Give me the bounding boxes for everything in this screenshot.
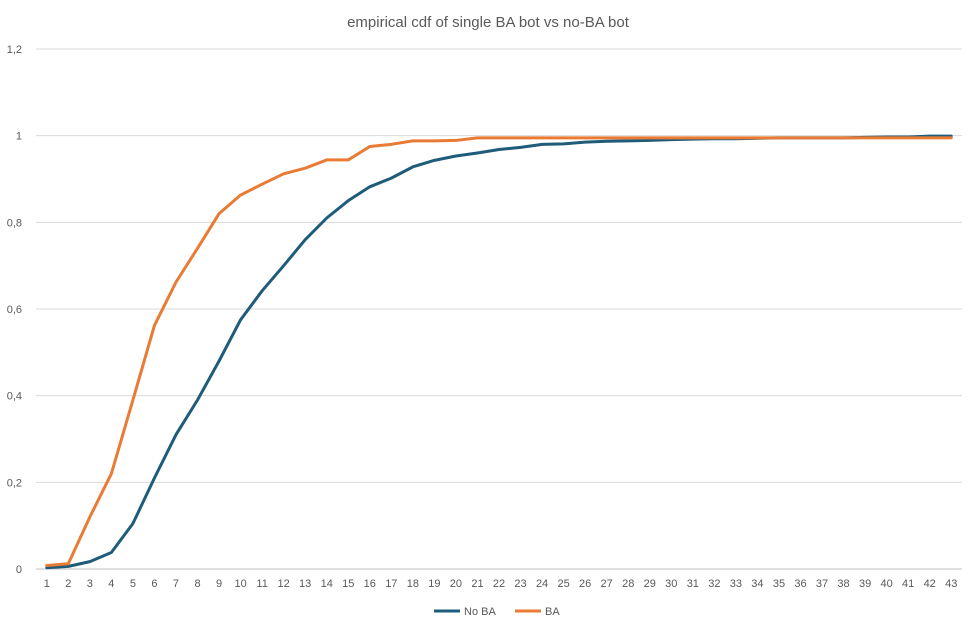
x-tick-label: 18: [407, 578, 419, 590]
chart-title: empirical cdf of single BA bot vs no-BA …: [347, 14, 630, 31]
x-tick-label: 9: [216, 578, 222, 590]
x-tick-label: 5: [130, 578, 136, 590]
gridlines: [36, 48, 962, 570]
x-tick-label: 24: [536, 578, 548, 590]
x-tick-label: 39: [859, 578, 871, 590]
x-tick-label: 41: [902, 578, 914, 590]
x-tick-label: 25: [557, 578, 569, 590]
y-tick-label: 0,8: [7, 217, 22, 229]
y-axis-ticks: 0 0,2 0,4 0,6 0,8 1 1,2: [7, 44, 22, 576]
x-tick-label: 16: [364, 578, 376, 590]
x-tick-label: 36: [794, 578, 806, 590]
y-tick-label: 0,6: [7, 304, 22, 316]
x-tick-label: 42: [924, 578, 936, 590]
x-tick-label: 37: [816, 578, 828, 590]
x-tick-label: 28: [622, 578, 634, 590]
x-tick-label: 15: [342, 578, 354, 590]
x-tick-label: 29: [644, 578, 656, 590]
x-tick-label: 26: [579, 578, 591, 590]
series-line-ba: [45, 136, 953, 568]
x-tick-label: 22: [493, 578, 505, 590]
legend-label: No BA: [464, 606, 496, 618]
x-tick-label: 3: [87, 578, 93, 590]
y-tick-label: 0,2: [7, 477, 22, 489]
x-tick-label: 8: [194, 578, 200, 590]
x-tick-label: 20: [450, 578, 462, 590]
series-line-no-ba: [45, 134, 953, 570]
y-tick-label: 1: [16, 131, 22, 143]
x-tick-label: 4: [108, 578, 114, 590]
x-tick-label: 32: [708, 578, 720, 590]
series-lines: [45, 134, 953, 570]
x-tick-label: 1: [44, 578, 50, 590]
x-tick-label: 23: [514, 578, 526, 590]
x-tick-label: 34: [751, 578, 763, 590]
x-axis-ticks: 1 2 3 4 5 6 7 8 9 10 11 12 13 14 15 16 17 18 19 20 21 22 23 24 2…: [44, 578, 958, 590]
x-tick-label: 17: [385, 578, 397, 590]
legend-label: BA: [545, 606, 560, 618]
x-tick-label: 35: [773, 578, 785, 590]
x-tick-label: 30: [665, 578, 677, 590]
x-tick-label: 38: [837, 578, 849, 590]
x-tick-label: 10: [234, 578, 246, 590]
y-tick-label: 0: [16, 564, 22, 576]
x-tick-label: 6: [151, 578, 157, 590]
x-tick-label: 31: [687, 578, 699, 590]
x-tick-label: 19: [428, 578, 440, 590]
x-tick-label: 12: [278, 578, 290, 590]
x-tick-label: 2: [65, 578, 71, 590]
x-tick-label: 14: [321, 578, 333, 590]
x-tick-label: 40: [881, 578, 893, 590]
legend: No BA BA: [434, 606, 560, 618]
x-tick-label: 33: [730, 578, 742, 590]
x-tick-label: 13: [299, 578, 311, 590]
y-tick-label: 0,4: [7, 391, 22, 403]
x-tick-label: 43: [945, 578, 957, 590]
x-tick-label: 11: [256, 578, 267, 590]
x-tick-label: 27: [601, 578, 613, 590]
y-tick-label: 1,2: [7, 44, 22, 56]
x-tick-label: 21: [471, 578, 483, 590]
x-tick-label: 7: [173, 578, 179, 590]
